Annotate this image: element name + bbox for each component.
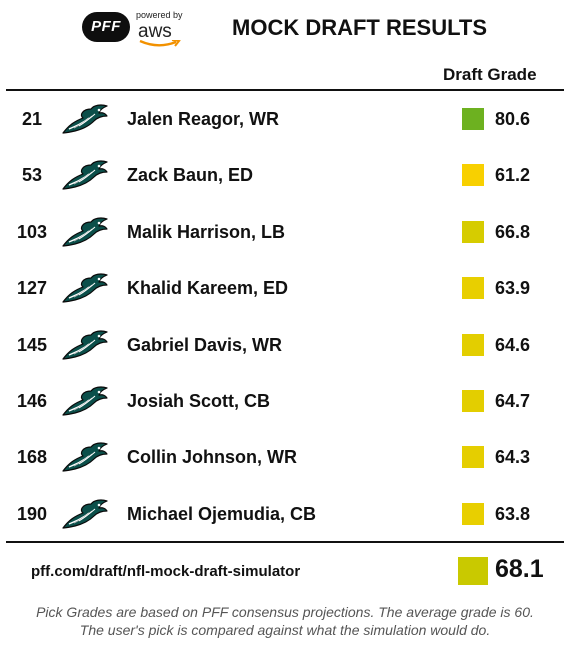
- footer-divider: [6, 541, 564, 543]
- draft-grade: 64.7: [495, 391, 531, 411]
- eagles-icon: [61, 272, 109, 304]
- draft-grade: 63.8: [495, 503, 531, 524]
- pick-number: 168: [16, 447, 48, 468]
- pick-number: 53: [21, 165, 43, 186]
- eagles-icon: [61, 441, 109, 473]
- pff-logo: PFF: [82, 12, 130, 42]
- aws-powered-by: powered by: [136, 10, 183, 20]
- draft-grade: 66.8: [495, 221, 531, 242]
- player-name: Malik Harrison, LB: [127, 221, 286, 242]
- grade-swatch: [462, 446, 484, 469]
- aws-logo: powered by aws: [136, 10, 192, 48]
- pick-row: 127 Khalid Kareem, ED 63.9: [0, 260, 570, 316]
- player-name: Khalid Kareem, ED: [127, 278, 289, 299]
- average-grade-swatch: [458, 557, 488, 585]
- eagles-icon: [61, 159, 109, 191]
- page-title: MOCK DRAFT RESULTS: [232, 15, 488, 40]
- grade-swatch: [462, 390, 484, 412]
- simulator-url: pff.com/draft/nfl-mock-draft-simulator: [31, 563, 301, 580]
- pick-number: 127: [16, 278, 48, 299]
- player-name: Gabriel Davis, WR: [127, 334, 283, 355]
- pick-row: 146 Josiah Scott, CB 64.7: [0, 373, 570, 429]
- pick-number: 145: [16, 334, 48, 355]
- grade-swatch: [462, 277, 484, 300]
- grade-swatch: [462, 220, 484, 243]
- eagles-icon: [61, 498, 109, 530]
- pick-row: 168 Collin Johnson, WR 64.3: [0, 429, 570, 485]
- eagles-icon: [61, 329, 109, 361]
- player-name: Jalen Reagor, WR: [127, 109, 280, 129]
- draft-grade: 61.2: [495, 165, 531, 186]
- pick-number: 190: [16, 503, 48, 524]
- grade-swatch: [462, 502, 484, 525]
- eagles-icon: [61, 103, 109, 135]
- grade-swatch: [462, 333, 484, 356]
- pick-row: 21 Jalen Reagor, WR 80.6: [0, 91, 570, 147]
- pick-row: 53 Zack Baun, ED 61.2: [0, 147, 570, 203]
- draft-grade: 80.6: [495, 109, 531, 129]
- average-grade: 68.1: [495, 555, 544, 583]
- player-name: Josiah Scott, CB: [127, 391, 271, 411]
- draft-grade: 64.6: [495, 334, 531, 355]
- header-divider: [6, 89, 564, 91]
- pick-number: 21: [21, 109, 43, 129]
- aws-smile-icon: [139, 40, 181, 47]
- draft-grade: 64.3: [495, 447, 531, 468]
- pick-number: 146: [16, 391, 48, 411]
- draft-grade-column-header: Draft Grade: [443, 65, 537, 84]
- pick-row: 190 Michael Ojemudia, CB 63.8: [0, 486, 570, 542]
- player-name: Michael Ojemudia, CB: [127, 503, 317, 524]
- aws-wordmark: aws: [138, 21, 172, 42]
- grade-swatch: [462, 164, 484, 187]
- draft-grade: 63.9: [495, 278, 531, 299]
- pick-row: 103 Malik Harrison, LB 66.8: [0, 204, 570, 260]
- grade-note-line1: Pick Grades are based on PFF consensus p…: [36, 604, 534, 620]
- player-name: Zack Baun, ED: [127, 165, 254, 186]
- eagles-icon: [61, 216, 109, 248]
- header: PFF powered by aws MOCK DRAFT RESULTS: [0, 0, 570, 60]
- eagles-icon: [61, 385, 109, 417]
- pick-number: 103: [16, 221, 48, 242]
- grade-swatch: [462, 108, 484, 130]
- player-name: Collin Johnson, WR: [127, 447, 297, 468]
- grade-note-line2: The user's pick is compared against what…: [79, 622, 491, 638]
- pick-row: 145 Gabriel Davis, WR 64.6: [0, 317, 570, 373]
